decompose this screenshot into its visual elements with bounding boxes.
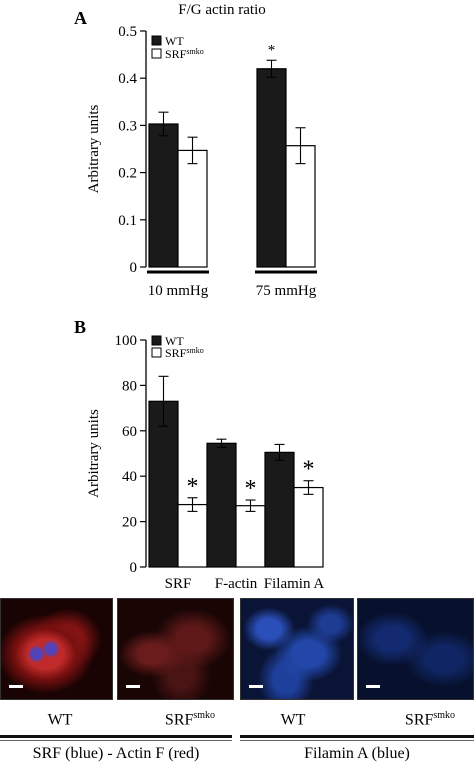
significance-star: * [245, 476, 257, 502]
legend-label: WT [165, 334, 184, 348]
scale-bar [366, 685, 380, 688]
bar [235, 505, 266, 568]
bar [177, 149, 208, 268]
y-tick-label: 0.3 [118, 118, 137, 134]
bar [293, 486, 324, 568]
x-tick-label: SRF [165, 576, 192, 590]
y-tick-label: 60 [122, 424, 137, 440]
scale-bar [249, 685, 263, 688]
group-divider [0, 735, 232, 738]
chart-title: F/G actin ratio [178, 2, 265, 18]
bar [264, 451, 295, 568]
significance-star: * [268, 42, 276, 58]
micrograph-label: SRFsmko [404, 710, 456, 729]
y-axis-label: Arbitrary units [86, 409, 102, 498]
x-tick-label: 75 mmHg [256, 283, 317, 299]
significance-star: * [187, 474, 199, 500]
y-tick-label: 80 [122, 378, 137, 394]
legend-swatch [151, 35, 162, 46]
group-label-right: Filamin A (blue) [304, 745, 410, 762]
micrograph-wt-actin [0, 598, 113, 700]
legend-label: SRFsmko [165, 47, 204, 61]
y-tick-label: 0.5 [118, 24, 137, 40]
group-label-left: SRF (blue) - Actin F (red) [32, 745, 200, 762]
bar [256, 68, 287, 268]
panel-a: A F/G actin ratio 0 0.1 0.2 0.3 0.4 0.5 Arbitrar… [0, 0, 474, 317]
y-tick-label: 0.4 [118, 71, 137, 87]
panel-b: B 0 20 40 60 80 100 Arbitrary units * * * SRF F-acti… [0, 315, 474, 595]
scale-bar [9, 685, 23, 688]
panel-letter: A [74, 8, 87, 28]
micrograph-label: WT [280, 711, 306, 729]
legend-label: SRFsmko [165, 346, 204, 360]
y-tick-label: 0 [130, 260, 138, 276]
legend-label: WT [165, 34, 184, 48]
group-divider [240, 735, 474, 738]
group-divider [240, 740, 474, 741]
micrograph-srfsmko-actin [117, 598, 234, 700]
bar [177, 503, 208, 568]
y-axis-label: Arbitrary units [86, 104, 102, 193]
x-tick-label: F-actin [215, 576, 258, 590]
panel-letter: B [74, 317, 86, 337]
micrograph-label: SRFsmko [164, 710, 216, 729]
bar [206, 442, 237, 568]
significance-star: * [303, 457, 315, 483]
legend-swatch [151, 48, 162, 59]
panel-a-chart: A F/G actin ratio 0 0.1 0.2 0.3 0.4 0.5 Arbitrar… [74, 2, 317, 299]
x-tick-label: 10 mmHg [148, 283, 209, 299]
legend-swatch [151, 335, 162, 346]
x-tick-label: Filamin A [264, 576, 325, 590]
micrograph-wt-filamin [240, 598, 354, 700]
y-tick-label: 40 [122, 469, 137, 485]
scale-bar [126, 685, 140, 688]
y-tick-label: 0.2 [118, 166, 137, 182]
y-tick-label: 0 [130, 560, 138, 576]
y-tick-label: 0.1 [118, 213, 137, 229]
bar [285, 145, 316, 268]
micrograph-strip: WT SRFsmko WT SRFsmko SRF (blue) - Actin… [0, 590, 474, 768]
panel-b-chart: B 0 20 40 60 80 100 Arbitrary units * * * SRF F-acti… [74, 317, 325, 592]
group-divider [0, 740, 232, 741]
y-tick-label: 100 [115, 333, 138, 349]
bar [148, 400, 179, 568]
legend-swatch [151, 347, 162, 358]
micrograph-label: WT [47, 711, 73, 729]
micrograph-srfsmko-filamin [357, 598, 474, 700]
y-tick-label: 20 [122, 515, 137, 531]
bar [148, 123, 179, 268]
